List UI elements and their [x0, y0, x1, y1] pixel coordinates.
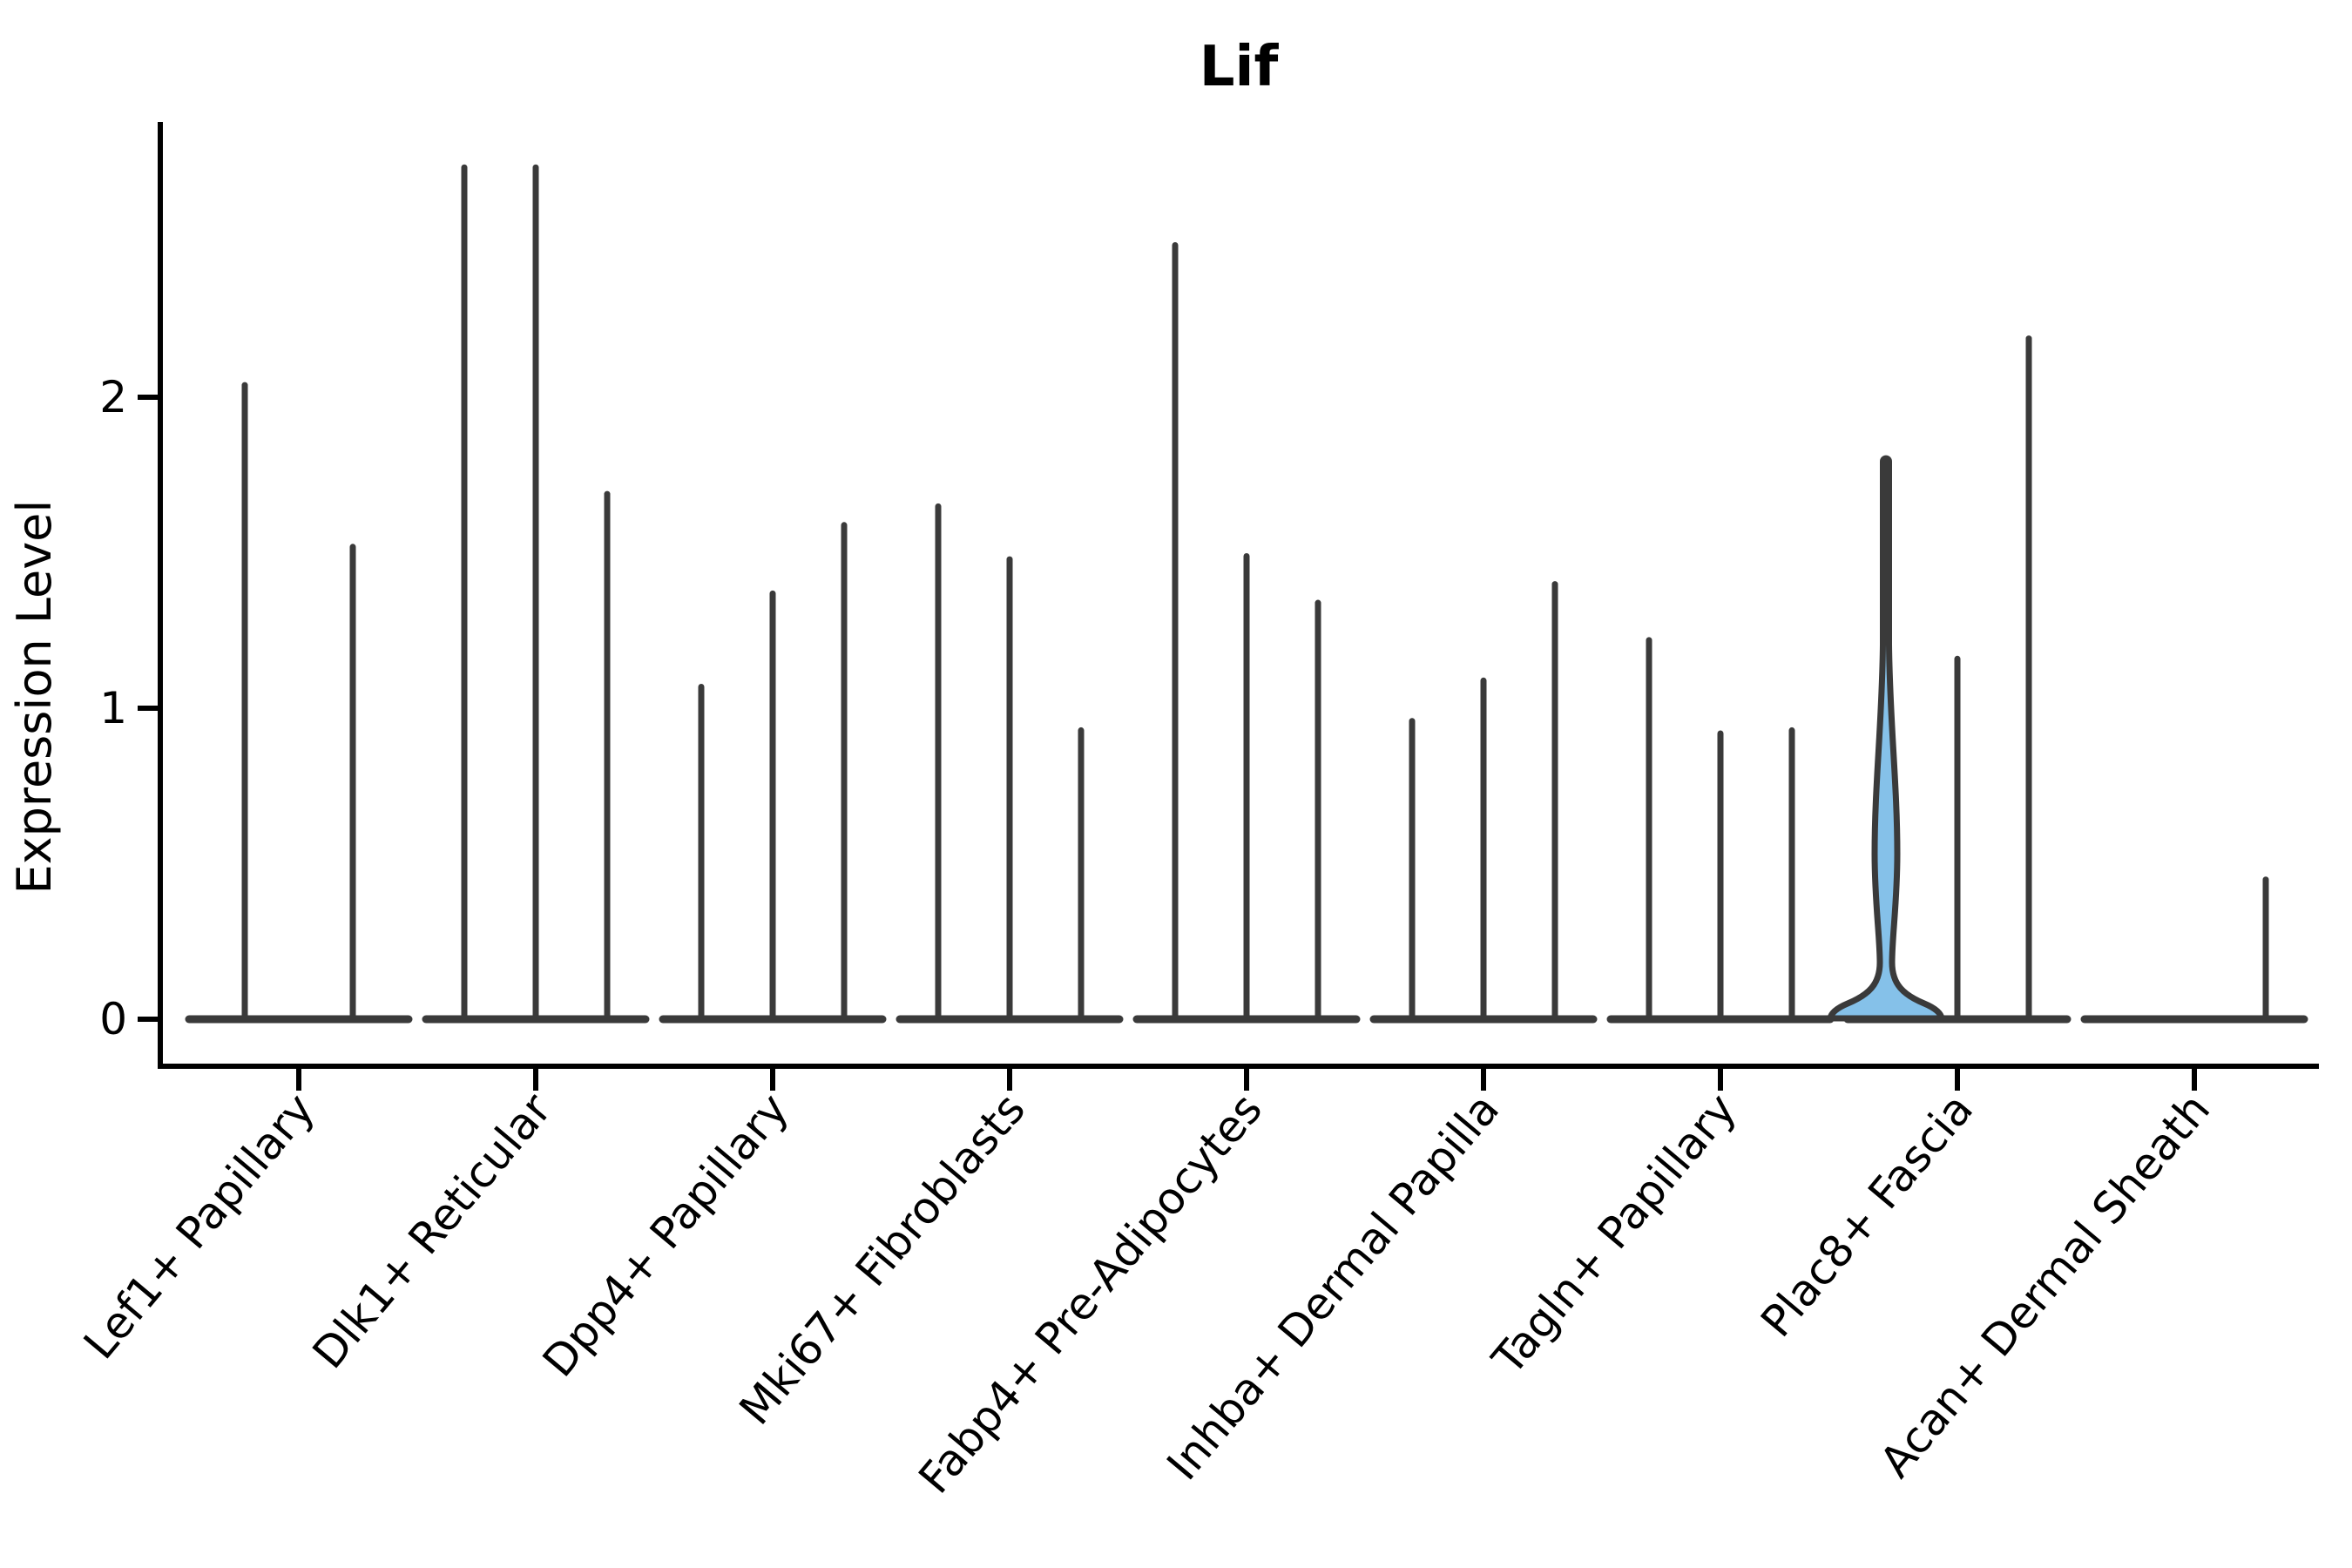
x-tick-label: Dlk1+ Reticular	[303, 1084, 562, 1378]
violin-glyphs	[185, 164, 2308, 1024]
x-tick-label: Tagln+ Papillary	[1483, 1084, 1747, 1384]
y-tick-label: 2	[99, 372, 127, 422]
y-axis-ticks: 0 1 2	[99, 372, 160, 1044]
y-axis-label: Expression Level	[7, 500, 62, 895]
x-tick-label: Dpp4+ Papillary	[533, 1084, 798, 1386]
y-tick-label: 0	[99, 994, 127, 1044]
x-axis-ticks	[296, 1066, 2197, 1091]
highlighted-violin	[1827, 455, 1945, 1022]
x-tick-label: Lef1+ Papillary	[74, 1084, 324, 1369]
y-tick-label: 1	[99, 683, 127, 733]
chart-title: Lif	[1200, 35, 1280, 99]
x-tick-label: Plac8+ Fascia	[1751, 1084, 1983, 1346]
